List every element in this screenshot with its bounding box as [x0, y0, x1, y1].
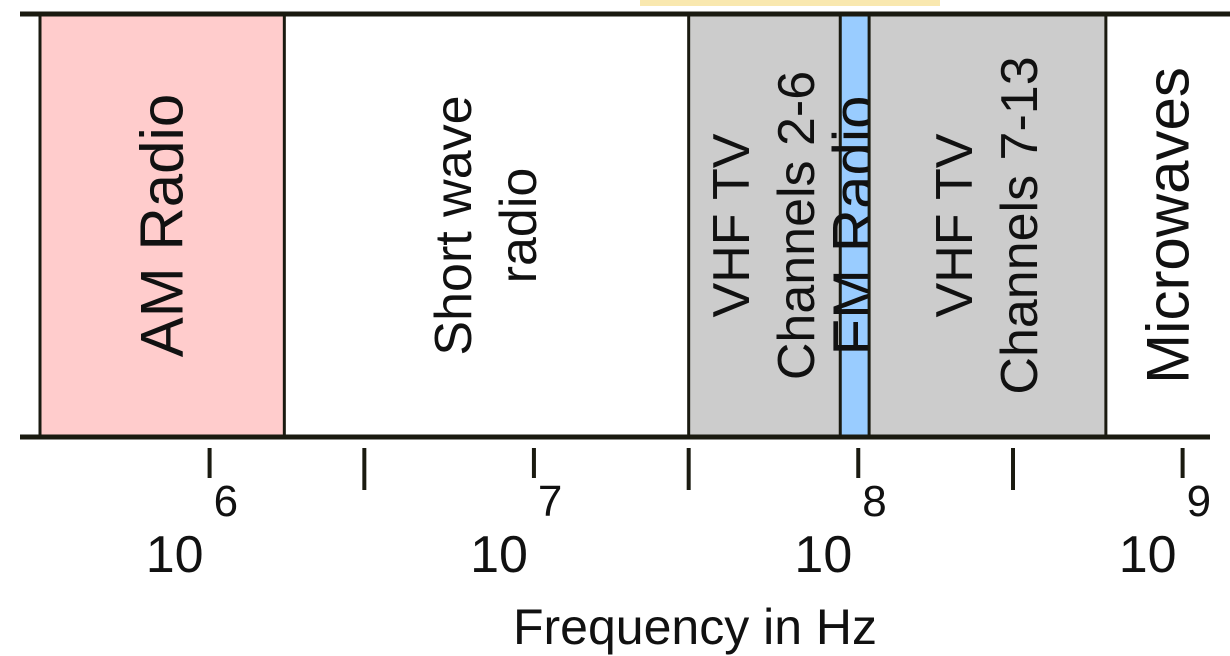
band-label-vhf-tv-channels-2-6-line-1: VHF TV: [703, 133, 761, 317]
tick-label-exponent-1e6: 6: [214, 477, 238, 526]
tick-label-exponent-1e7: 7: [538, 477, 562, 526]
band-label-am-radio-line-1: AM Radio: [129, 94, 196, 357]
tick-label-base-1e8: 10: [794, 526, 852, 584]
top-accent: [640, 0, 940, 6]
bands-layer: AM Radio Short wave radio VHF TV Channels 2-…: [20, 0, 1230, 440]
band-am-radio: AM Radio: [38, 14, 285, 437]
band-label-vhf-tv-channels-2-6-line-2: Channels 2-6: [768, 71, 826, 380]
band-microwaves: Microwaves: [1104, 14, 1230, 437]
band-fm-radio: FM Radio: [821, 14, 888, 437]
tick-label-exponent-1e8: 8: [862, 477, 886, 526]
band-label-vhf-tv-channels-7-13-line-1: VHF TV: [926, 133, 984, 317]
x-axis-title: Frequency in Hz: [513, 599, 877, 655]
band-rect-am-radio: [40, 14, 285, 437]
band-rect-microwaves: [1105, 14, 1230, 437]
band-rect-short-wave-radio: [284, 14, 689, 437]
band-label-short-wave-radio-line-2: radio: [490, 168, 548, 284]
band-vhf-tv-channels-2-6: VHF TV Channels 2-6: [687, 14, 841, 437]
band-rect-vhf-tv-channels-2-6: [688, 14, 841, 437]
band-short-wave-radio: Short wave radio: [282, 14, 689, 437]
tick-label-base-1e9: 10: [1119, 526, 1177, 584]
band-rect-fm-radio: [840, 14, 870, 437]
ticks-layer: [207, 448, 1185, 490]
band-label-short-wave-radio-line-1: Short wave: [425, 95, 483, 355]
tick-label-base-1e7: 10: [470, 526, 528, 584]
band-rect-vhf-tv-channels-7-13: [869, 14, 1106, 437]
band-vhf-tv-channels-7-13: VHF TV Channels 7-13: [867, 14, 1106, 437]
tick-label-exponent-1e9: 9: [1187, 477, 1211, 526]
tick-label-base-1e6: 10: [146, 526, 204, 584]
band-label-vhf-tv-channels-7-13-line-2: Channels 7-13: [991, 56, 1049, 394]
band-label-microwaves-line-1: Microwaves: [1134, 67, 1201, 384]
